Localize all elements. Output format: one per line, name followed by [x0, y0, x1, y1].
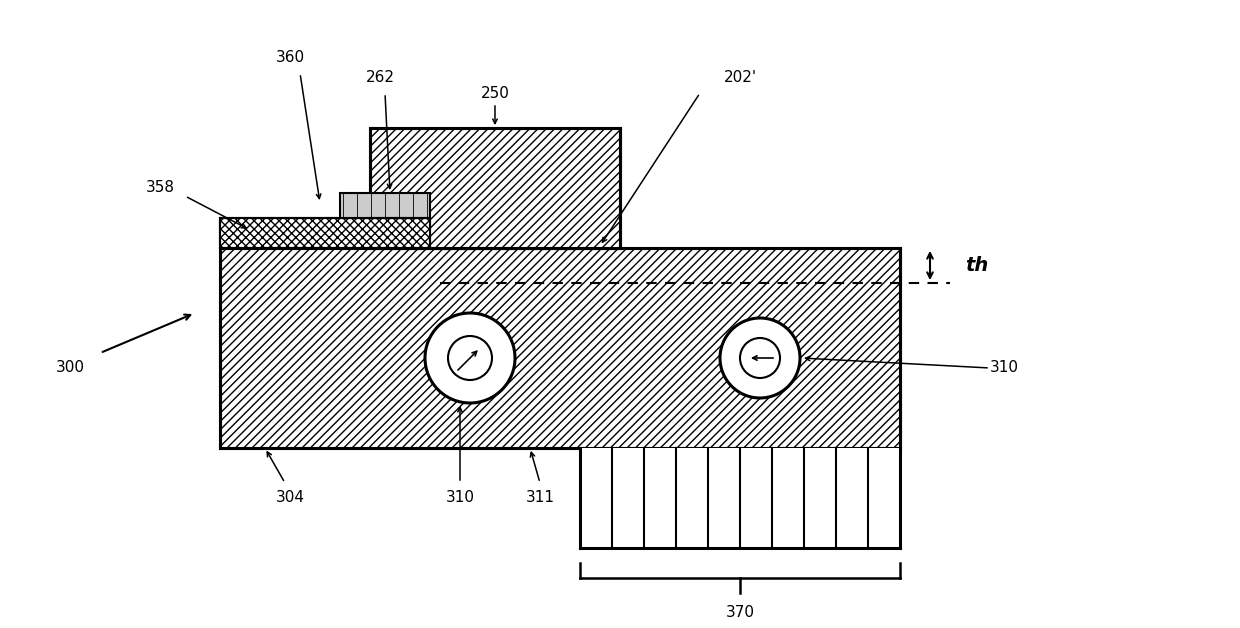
- Text: 250: 250: [481, 85, 510, 100]
- Text: 300: 300: [56, 360, 84, 376]
- Text: 202': 202': [723, 70, 756, 85]
- Bar: [219, 218, 430, 248]
- Circle shape: [425, 313, 515, 403]
- Bar: [370, 128, 620, 248]
- Text: 262: 262: [366, 70, 394, 85]
- Circle shape: [448, 336, 492, 380]
- Text: 304: 304: [275, 490, 305, 506]
- Bar: [219, 218, 430, 248]
- Text: th: th: [965, 256, 988, 275]
- Bar: [580, 448, 900, 548]
- Text: 310: 310: [445, 490, 475, 506]
- Circle shape: [720, 318, 800, 398]
- Text: 360: 360: [275, 50, 305, 65]
- Text: 311: 311: [526, 490, 554, 506]
- Text: 358: 358: [145, 180, 175, 195]
- Bar: [370, 128, 620, 248]
- Bar: [340, 193, 430, 218]
- Bar: [219, 248, 900, 448]
- Circle shape: [740, 338, 780, 378]
- Text: 310: 310: [990, 360, 1019, 376]
- Bar: [219, 248, 900, 448]
- Text: 370: 370: [725, 605, 754, 620]
